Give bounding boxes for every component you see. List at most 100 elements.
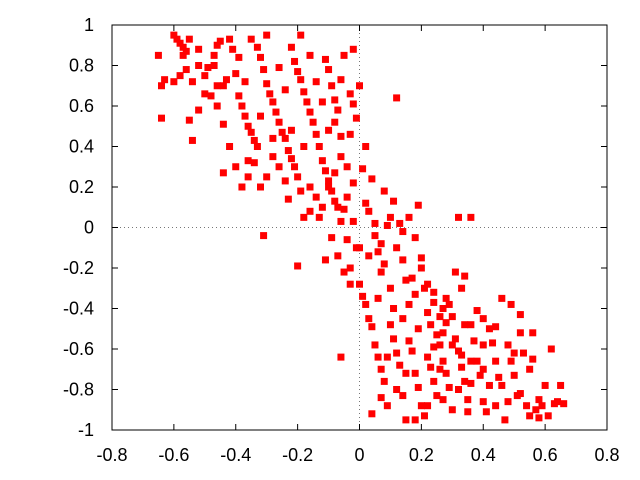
scatter-point [399,228,407,236]
scatter-point [257,183,264,191]
scatter-point [424,353,432,361]
axis-ticks [111,24,608,431]
scatter-point [495,373,503,381]
scatter-point [380,260,388,268]
scatter-point [207,92,215,100]
scatter-point [526,412,534,420]
scatter-point [343,163,351,171]
scatter-point [510,371,518,379]
scatter-point [263,80,271,88]
scatter-point [485,381,493,389]
scatter-point [492,402,500,410]
scatter-point [247,128,255,136]
scatter-point [331,96,339,104]
scatter-point [185,35,193,43]
scatter-point [529,329,537,337]
scatter-point [253,143,261,150]
scatter-point [430,343,438,351]
scatter-point [346,280,354,288]
y-tick-label: 0.4 [69,137,94,157]
scatter-point [300,213,308,221]
scatter-point [297,76,305,84]
scatter-point [535,414,543,422]
scatter-point [312,78,320,86]
scatter-point [529,355,537,363]
scatter-point [241,78,249,86]
scatter-point [386,213,394,221]
scatter-point [383,221,391,229]
scatter-point [417,402,425,410]
scatter-point [464,396,472,404]
scatter-point [424,280,432,288]
scatter-point [405,300,413,308]
y-tick-label: -0.6 [63,339,94,359]
scatter-point [461,321,469,329]
scatter-point [281,86,289,94]
scatter-point [448,313,456,321]
scatter-point [479,365,487,373]
scatter-point [399,315,407,323]
scatter-point [523,402,531,410]
scatter-point [179,51,187,59]
scatter-point [455,213,462,221]
x-tick-label: 0.6 [533,445,558,465]
scatter-point [424,309,432,317]
scatter-point [482,408,490,416]
scatter-point [399,256,407,264]
scatter-point [334,203,342,211]
scatter-point [535,396,543,404]
scatter-point [306,108,314,116]
scatter-point [470,337,478,345]
scatter-point [461,272,469,280]
scatter-point [291,163,299,171]
scatter-point [216,37,224,45]
scatter-point [247,35,255,43]
scatter-point [210,51,218,59]
scatter-point [405,337,413,345]
scatter-point [300,88,308,96]
scatter-point [278,128,286,136]
scatter-point [402,369,410,377]
scatter-point [359,292,367,300]
scatter-point [374,248,382,256]
scatter-point [195,106,203,114]
scatter-point [284,147,292,155]
scatter-point [377,268,385,276]
scatter-point [420,284,428,292]
scatter-point [188,78,196,86]
scatter-point [306,51,314,59]
scatter-point [420,412,428,420]
scatter-point [439,329,447,337]
scatter-point [340,51,348,59]
scatter-point [393,349,401,357]
scatter-point [371,341,379,349]
scatter-point [458,351,466,359]
scatter-point [349,45,357,53]
scatter-point [337,217,345,225]
scatter-point [318,203,326,211]
scatter-point [284,195,292,203]
scatter-point [519,349,527,357]
scatter-point [349,217,357,225]
scatter-point [328,187,336,195]
scatter-point [461,377,469,385]
scatter-point [436,341,444,349]
scatter-point [414,383,422,391]
scatter-point [439,305,447,312]
scatter-point [464,408,472,416]
scatter-point [427,363,435,371]
scatter-point [448,406,456,414]
scatter-point [411,369,419,377]
scatter-point [244,173,252,181]
scatter-point [232,163,240,171]
scatter-point [219,169,227,177]
scatter-point [408,274,416,282]
scatter-point [349,179,357,187]
x-tick-label: 0.4 [471,445,496,465]
scatter-point [269,153,277,161]
scatter-point [297,31,305,39]
scatter-point [458,363,466,371]
scatter-point [560,400,568,408]
scatter-point [516,390,524,398]
scatter-point [408,347,416,355]
